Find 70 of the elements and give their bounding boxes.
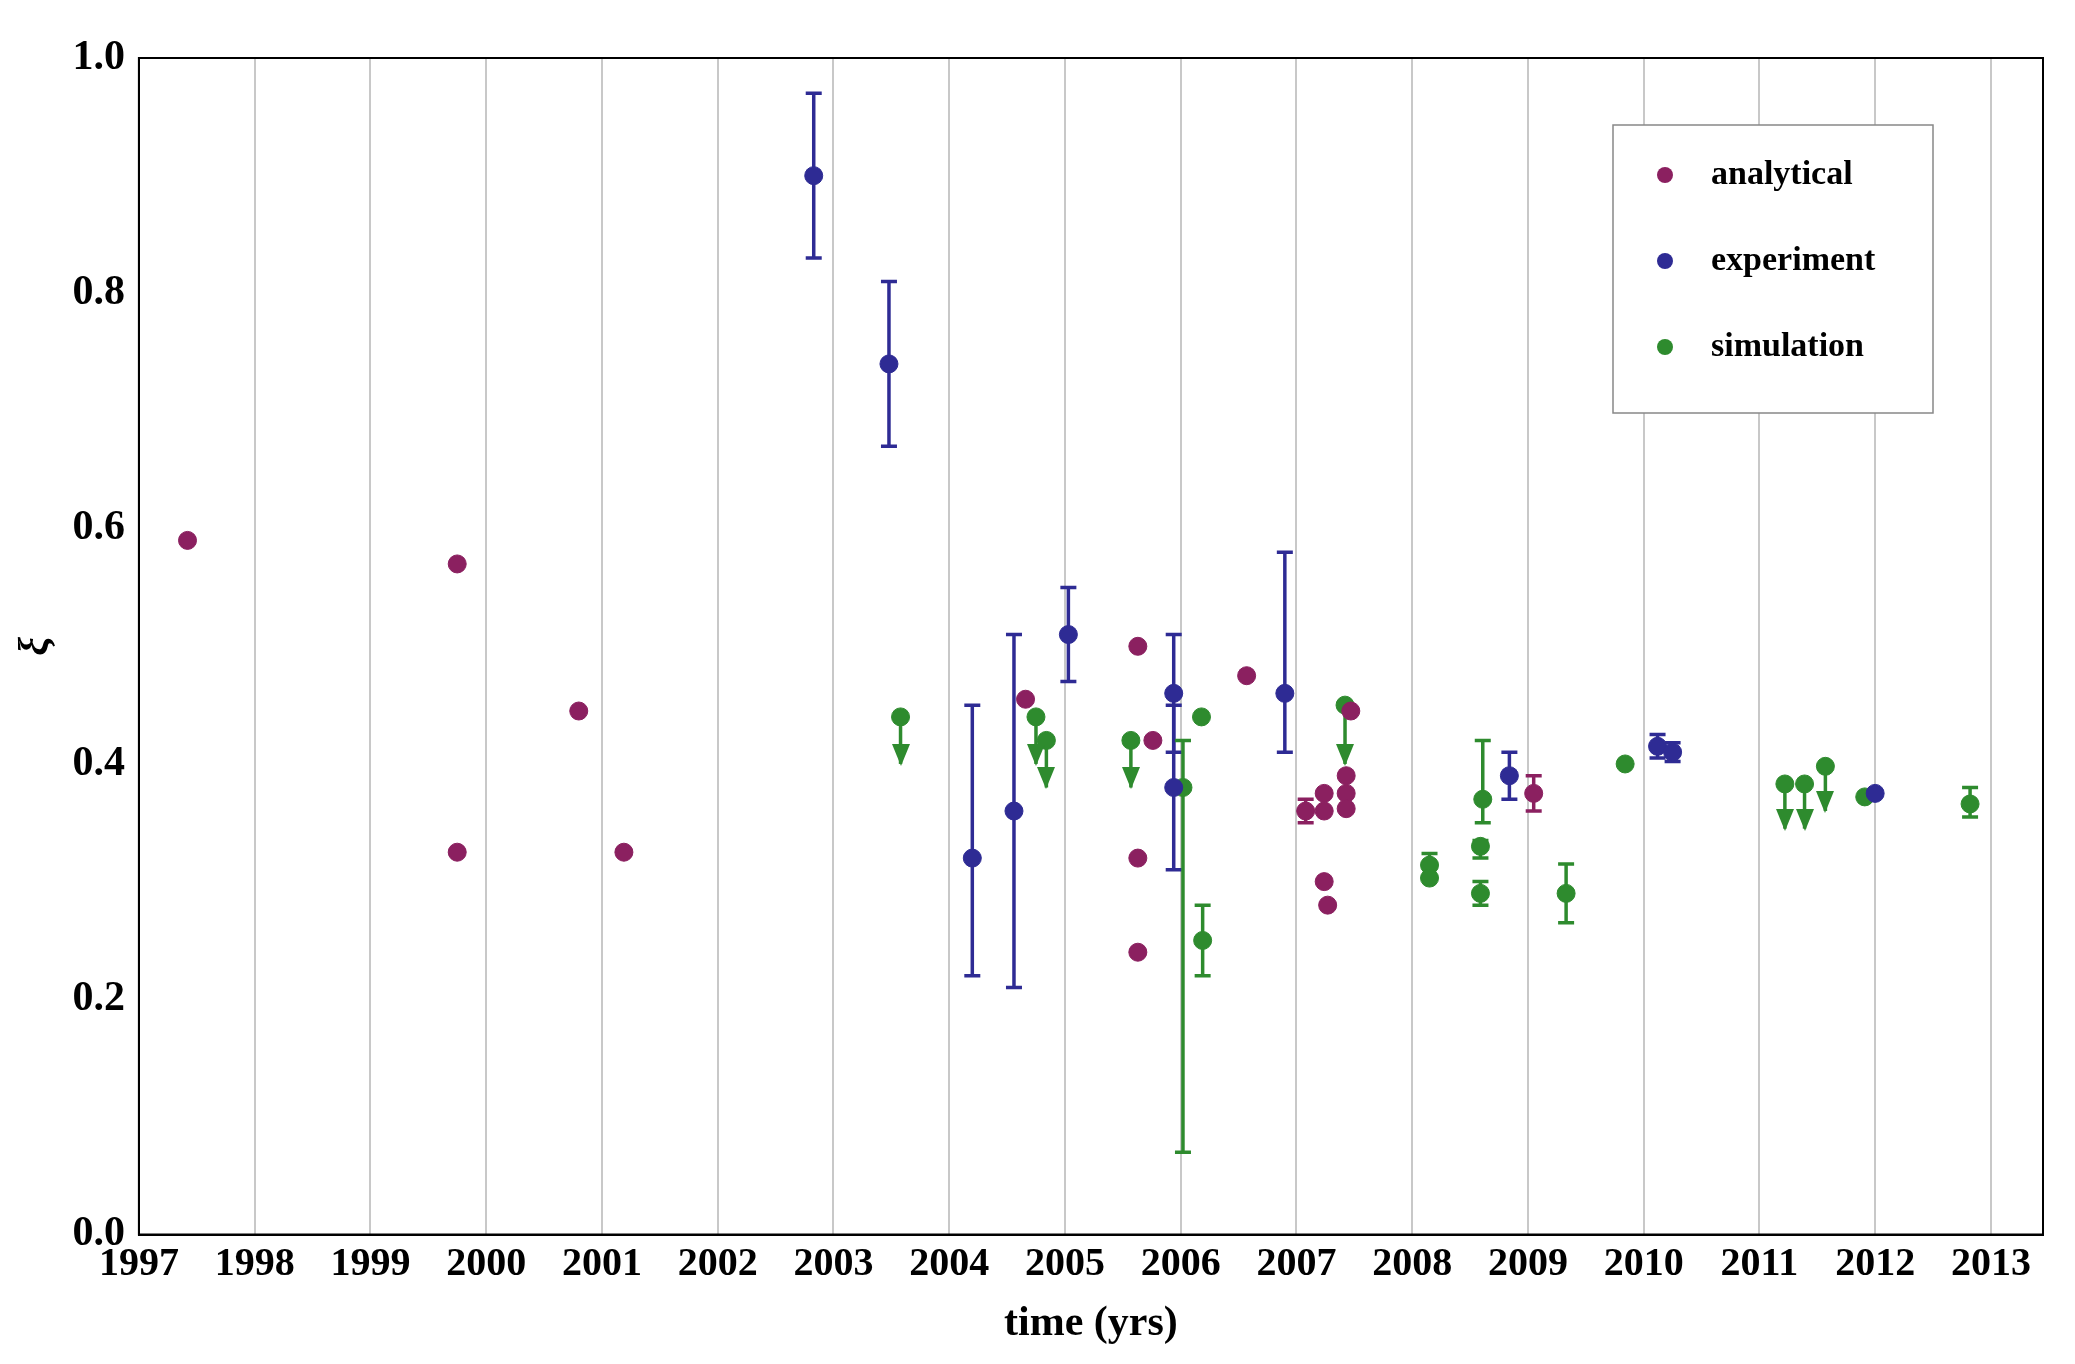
x-tick-label: 2002 bbox=[677, 1238, 758, 1284]
point bbox=[879, 354, 899, 374]
point bbox=[1865, 783, 1885, 803]
point bbox=[1318, 895, 1338, 915]
y-tick-label: 0.2 bbox=[72, 973, 125, 1020]
x-tick-label: 1999 bbox=[330, 1238, 411, 1284]
point bbox=[1499, 766, 1519, 786]
point bbox=[1960, 794, 1980, 814]
x-tick-label: 2013 bbox=[1950, 1238, 2031, 1284]
point bbox=[1336, 799, 1356, 819]
point bbox=[1193, 930, 1213, 950]
x-tick-label: 2006 bbox=[1140, 1238, 1221, 1284]
legend-label: simulation bbox=[1711, 325, 1865, 363]
point bbox=[1058, 625, 1078, 645]
x-tick-label: 2007 bbox=[1256, 1238, 1337, 1284]
point bbox=[1341, 701, 1361, 721]
y-tick-label: 0.8 bbox=[72, 267, 125, 314]
x-tick-label: 2012 bbox=[1835, 1238, 1916, 1284]
x-tick-label: 1998 bbox=[214, 1238, 295, 1284]
y-tick-label: 1.0 bbox=[72, 31, 125, 78]
point bbox=[447, 842, 467, 862]
point bbox=[1237, 666, 1257, 686]
point bbox=[1164, 777, 1184, 797]
x-tick-label: 2011 bbox=[1720, 1238, 1799, 1284]
point bbox=[891, 707, 911, 727]
point bbox=[1795, 774, 1815, 794]
legend-label: analytical bbox=[1711, 153, 1853, 191]
point bbox=[962, 848, 982, 868]
point bbox=[1036, 730, 1056, 750]
point bbox=[1016, 689, 1036, 709]
point bbox=[1556, 883, 1576, 903]
point bbox=[1615, 754, 1635, 774]
point bbox=[1775, 774, 1795, 794]
x-tick-label: 2005 bbox=[1024, 1238, 1105, 1284]
point bbox=[1815, 756, 1835, 776]
y-tick-label: 0.4 bbox=[72, 737, 125, 784]
x-tick-label: 2000 bbox=[446, 1238, 527, 1284]
point bbox=[1336, 766, 1356, 786]
point bbox=[1420, 868, 1440, 888]
point bbox=[178, 530, 198, 550]
point bbox=[1004, 801, 1024, 821]
x-tick-label: 2009 bbox=[1487, 1238, 1568, 1284]
point bbox=[1314, 783, 1334, 803]
point bbox=[1128, 942, 1148, 962]
point bbox=[1191, 707, 1211, 727]
x-tick-label: 2008 bbox=[1372, 1238, 1453, 1284]
point bbox=[1128, 848, 1148, 868]
x-axis-title: time (yrs) bbox=[1004, 1297, 1178, 1345]
point bbox=[1314, 801, 1334, 821]
point bbox=[447, 554, 467, 574]
point bbox=[569, 701, 589, 721]
point bbox=[804, 166, 824, 186]
y-axis-title: ξ bbox=[11, 636, 58, 656]
point bbox=[614, 842, 634, 862]
point bbox=[1524, 783, 1544, 803]
point bbox=[1121, 730, 1141, 750]
point bbox=[1275, 683, 1295, 703]
x-tick-label: 2010 bbox=[1603, 1238, 1684, 1284]
y-tick-label: 0.6 bbox=[72, 502, 125, 549]
point bbox=[1314, 872, 1334, 892]
point bbox=[1336, 783, 1356, 803]
x-tick-label: 2001 bbox=[561, 1238, 642, 1284]
point bbox=[1473, 789, 1493, 809]
x-tick-label: 2003 bbox=[793, 1238, 874, 1284]
point bbox=[1128, 636, 1148, 656]
point bbox=[1164, 683, 1184, 703]
point bbox=[1026, 707, 1046, 727]
legend-label: experiment bbox=[1711, 239, 1876, 277]
x-tick-label: 2004 bbox=[909, 1238, 990, 1284]
point bbox=[1143, 730, 1163, 750]
